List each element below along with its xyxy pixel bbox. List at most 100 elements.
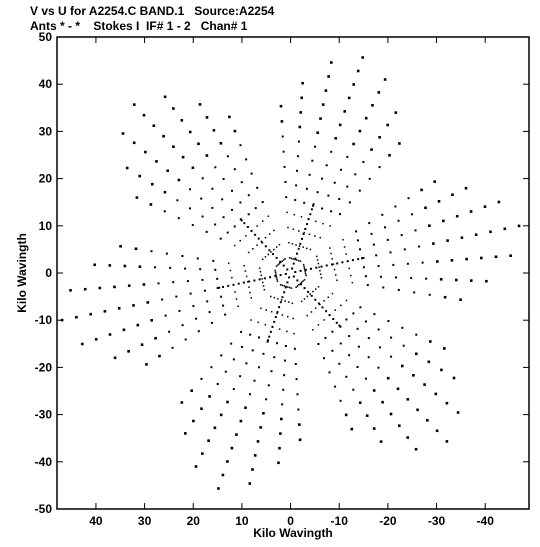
uv-point (378, 346, 381, 349)
uv-point (256, 186, 259, 189)
uv-point (98, 286, 102, 290)
uv-point (324, 89, 328, 92)
uv-point (291, 267, 294, 270)
uv-point (315, 220, 317, 223)
uv-point (329, 225, 331, 227)
uv-point (302, 263, 305, 266)
uv-point (392, 263, 395, 266)
uv-point (178, 309, 181, 312)
uv-point (228, 262, 230, 265)
uv-point (240, 181, 243, 184)
uv-point (123, 264, 127, 268)
uv-point (292, 275, 295, 278)
uv-point (456, 411, 460, 414)
uv-point (358, 189, 361, 192)
uv-point (437, 200, 441, 203)
uv-point (119, 245, 122, 248)
uv-point (83, 287, 87, 291)
uv-point (264, 256, 267, 258)
uv-point (163, 95, 167, 99)
uv-point (352, 312, 355, 315)
uv-point (300, 300, 303, 303)
uv-point (298, 284, 300, 286)
uv-point (434, 392, 438, 396)
uv-point (267, 384, 270, 387)
uv-point (316, 191, 319, 194)
uv-point (235, 298, 238, 300)
uv-point (142, 113, 146, 117)
uv-point (355, 230, 358, 233)
uv-point (276, 280, 279, 283)
uv-point (274, 316, 277, 318)
uv-point (387, 320, 390, 322)
uv-point (334, 385, 337, 388)
uv-point (149, 203, 153, 206)
uv-point (181, 155, 185, 159)
uv-point (288, 241, 290, 244)
uv-point (414, 229, 417, 232)
uv-point (214, 268, 217, 271)
uv-point (239, 239, 241, 242)
uv-point (301, 237, 303, 240)
uv-point (127, 284, 131, 287)
uv-point (212, 129, 216, 132)
uv-point (281, 314, 284, 316)
uv-point (497, 200, 501, 204)
uv-point (318, 266, 320, 268)
uv-point (281, 260, 283, 262)
uv-point (237, 305, 239, 307)
uv-point (320, 277, 323, 279)
uv-point (226, 400, 229, 404)
uv-point (282, 264, 285, 267)
uv-point (287, 316, 289, 318)
uv-point (222, 304, 225, 307)
uv-point (286, 211, 288, 214)
uv-point (168, 330, 171, 333)
uv-point (190, 389, 193, 392)
uv-point (398, 424, 401, 427)
uv-point (397, 289, 400, 291)
uv-point (138, 174, 141, 178)
uv-point (264, 323, 267, 326)
uv-point (315, 288, 317, 290)
uv-point (340, 304, 342, 307)
uv-point (338, 198, 341, 200)
uv-point (276, 312, 278, 315)
uv-point (273, 248, 275, 251)
uv-point (163, 190, 167, 194)
chart-subtitle: Ants * - * Stokes I IF# 1 - 2 Chan# 1 (30, 19, 248, 33)
x-tick-label: -10 (331, 514, 349, 528)
uv-point (304, 271, 306, 273)
uv-point (216, 287, 219, 289)
uv-point (299, 111, 302, 114)
uv-point (296, 259, 298, 261)
uv-point (303, 265, 305, 268)
x-tick-label: -20 (379, 514, 397, 528)
y-tick-label: -30 (35, 408, 53, 422)
uv-point (362, 257, 365, 259)
uv-point (352, 142, 355, 146)
uv-point (269, 276, 272, 279)
uv-point (218, 286, 221, 289)
uv-point (199, 268, 202, 271)
uv-point (317, 302, 320, 305)
uv-point (207, 439, 210, 442)
uv-point (362, 266, 365, 269)
uv-point (283, 165, 286, 168)
uv-point (127, 350, 130, 353)
uv-point (302, 232, 305, 235)
uv-point (132, 141, 136, 145)
uv-point (304, 272, 307, 275)
uv-point (113, 285, 116, 289)
uv-point (298, 245, 301, 247)
uv-point (259, 426, 262, 429)
uv-point (298, 438, 302, 442)
uv-point (197, 330, 200, 333)
uv-point (338, 362, 341, 365)
uv-point (312, 203, 315, 206)
uv-point (267, 339, 269, 342)
uv-point (251, 349, 254, 352)
uv-point (383, 78, 387, 81)
uv-point (394, 205, 397, 208)
uv-point (311, 159, 314, 162)
